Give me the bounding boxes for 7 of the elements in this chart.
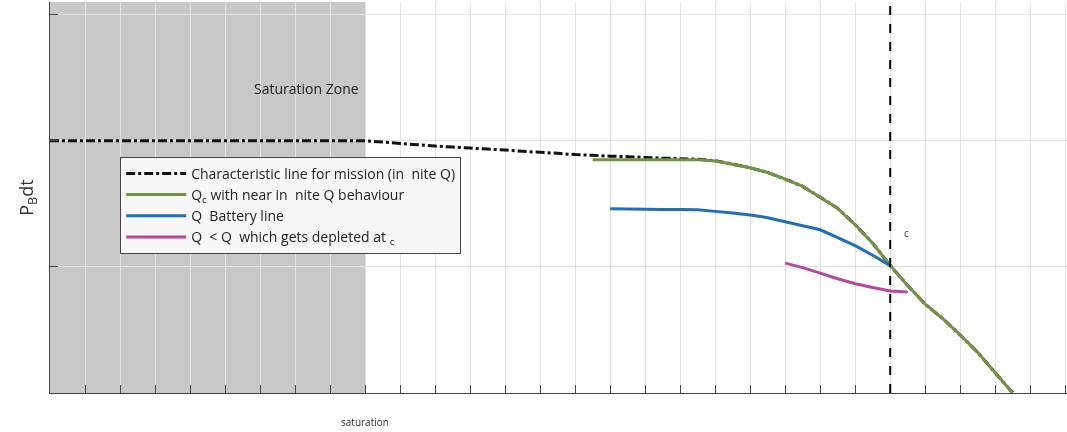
legend-label: Q < Q which gets depleted at $_{c}$ (191, 227, 395, 249)
legend-label: Q Battery line (191, 206, 285, 226)
text: Saturation Zone (254, 79, 359, 98)
legend-label: Characteristic line for mission (in nite Q) (191, 163, 456, 183)
legend-label: Q$_{c}$ with near in nite Q behaviour (191, 185, 405, 207)
annotation: c (904, 226, 909, 240)
text: saturation (341, 415, 389, 429)
